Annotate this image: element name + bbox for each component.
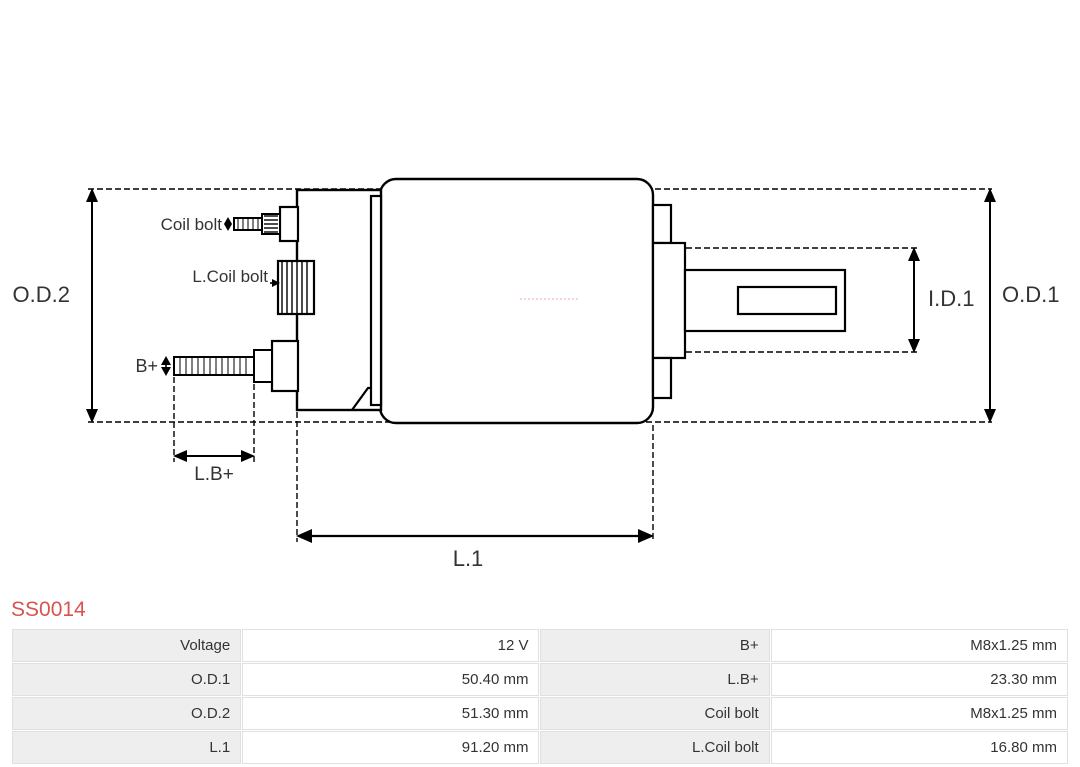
table-row: O.D.1 50.40 mm L.B+ 23.30 mm (12, 663, 1068, 696)
dim-od1: O.D.1 (984, 188, 1059, 423)
part-number: SS0014 (11, 598, 86, 622)
label-coil-bolt: Coil bolt (161, 215, 223, 234)
label-lbplus: L.B+ (194, 464, 234, 485)
spec-key: L.Coil bolt (540, 731, 769, 764)
spec-value: 23.30 mm (771, 663, 1068, 696)
spec-value: 51.30 mm (242, 697, 539, 730)
bplus-assy: B+ (135, 341, 298, 391)
dim-l1: L.1 (296, 412, 654, 571)
spec-value: 12 V (242, 629, 539, 662)
solenoid-diagram: O.D.2 O.D.1 (0, 0, 1080, 580)
label-bplus: B+ (135, 356, 158, 376)
spec-value: M8x1.25 mm (771, 629, 1068, 662)
spec-table: Voltage 12 V B+ M8x1.25 mm O.D.1 50.40 m… (11, 628, 1069, 765)
spec-value: 16.80 mm (771, 731, 1068, 764)
spec-key: Coil bolt (540, 697, 769, 730)
coil-bolt-assy: Coil bolt (161, 207, 298, 241)
spec-key: O.D.1 (12, 663, 241, 696)
dim-od2: O.D.2 (13, 188, 98, 423)
label-od2: O.D.2 (13, 282, 70, 307)
front-plunger (653, 205, 845, 398)
knurled-ring: L.Coil bolt (192, 261, 314, 314)
spec-key: L.1 (12, 731, 241, 764)
label-l1: L.1 (453, 546, 484, 571)
spec-key: B+ (540, 629, 769, 662)
label-od1: O.D.1 (1002, 282, 1059, 307)
spec-value: 50.40 mm (242, 663, 539, 696)
spec-value: M8x1.25 mm (771, 697, 1068, 730)
spec-key: Voltage (12, 629, 241, 662)
spec-table-body: Voltage 12 V B+ M8x1.25 mm O.D.1 50.40 m… (12, 629, 1068, 764)
table-row: O.D.2 51.30 mm Coil bolt M8x1.25 mm (12, 697, 1068, 730)
spec-value: 91.20 mm (242, 731, 539, 764)
label-id1: I.D.1 (928, 286, 974, 311)
label-lcoil-bolt: L.Coil bolt (192, 267, 268, 286)
spec-key: L.B+ (540, 663, 769, 696)
spec-key: O.D.2 (12, 697, 241, 730)
table-row: Voltage 12 V B+ M8x1.25 mm (12, 629, 1068, 662)
table-row: L.1 91.20 mm L.Coil bolt 16.80 mm (12, 731, 1068, 764)
dim-lbplus: L.B+ (173, 377, 255, 485)
